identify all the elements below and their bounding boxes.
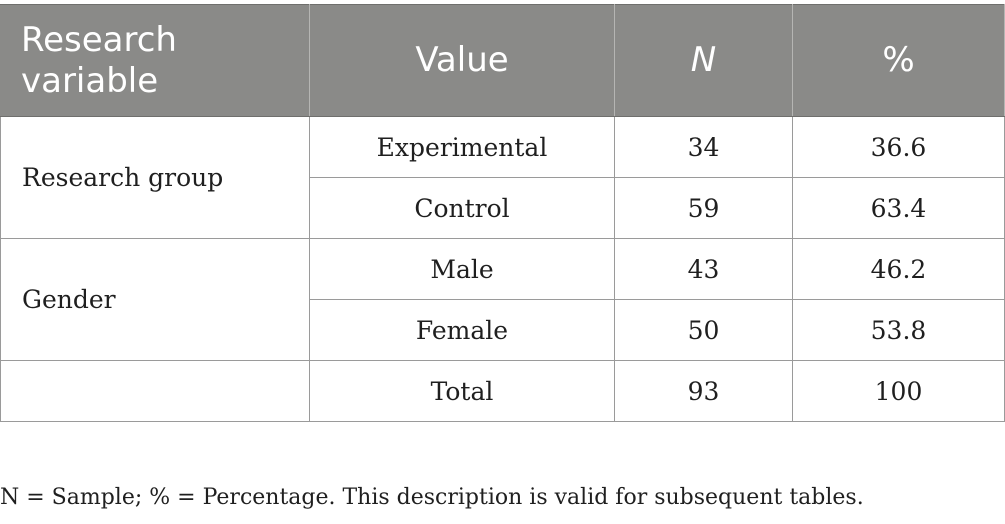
- value-cell: Male: [309, 238, 615, 300]
- header-research-variable: Research variable: [0, 4, 310, 117]
- n-cell: 43: [614, 238, 793, 300]
- percent-cell: 63.4: [792, 177, 1005, 239]
- variable-cell-research-group: Research group: [0, 116, 310, 239]
- value-cell: Control: [309, 177, 615, 239]
- table-row: Control 59 63.4: [1, 177, 1005, 239]
- header-value: Value: [309, 4, 615, 117]
- variable-cell-empty: [0, 360, 310, 422]
- n-cell: 50: [614, 299, 793, 361]
- n-cell: 59: [614, 177, 793, 239]
- n-cell: 34: [614, 116, 793, 178]
- header-n: N: [614, 4, 793, 117]
- header-row: Research variable Value N %: [0, 4, 1005, 117]
- n-cell-total: 93: [614, 360, 793, 422]
- percent-cell: 53.8: [792, 299, 1005, 361]
- header-research-variable-label: Research variable: [21, 19, 177, 101]
- value-cell: Experimental: [309, 116, 615, 178]
- data-table: Research variable Value N % Research gro…: [0, 4, 1005, 422]
- value-cell: Female: [309, 299, 615, 361]
- total-row: Total 93 100: [0, 360, 1005, 422]
- percent-cell: 36.6: [792, 116, 1005, 178]
- table-footnote: N = Sample; % = Percentage. This descrip…: [0, 485, 864, 510]
- variable-cell-gender: Gender: [0, 238, 310, 361]
- table-row: Research group Experimental 34 36.6: [0, 116, 1005, 239]
- header-percent: %: [792, 4, 1005, 117]
- percent-cell-total: 100: [792, 360, 1005, 422]
- percent-cell: 46.2: [792, 238, 1005, 300]
- table-row: Gender Male 43 46.2: [0, 238, 1005, 361]
- value-cell-total: Total: [309, 360, 615, 422]
